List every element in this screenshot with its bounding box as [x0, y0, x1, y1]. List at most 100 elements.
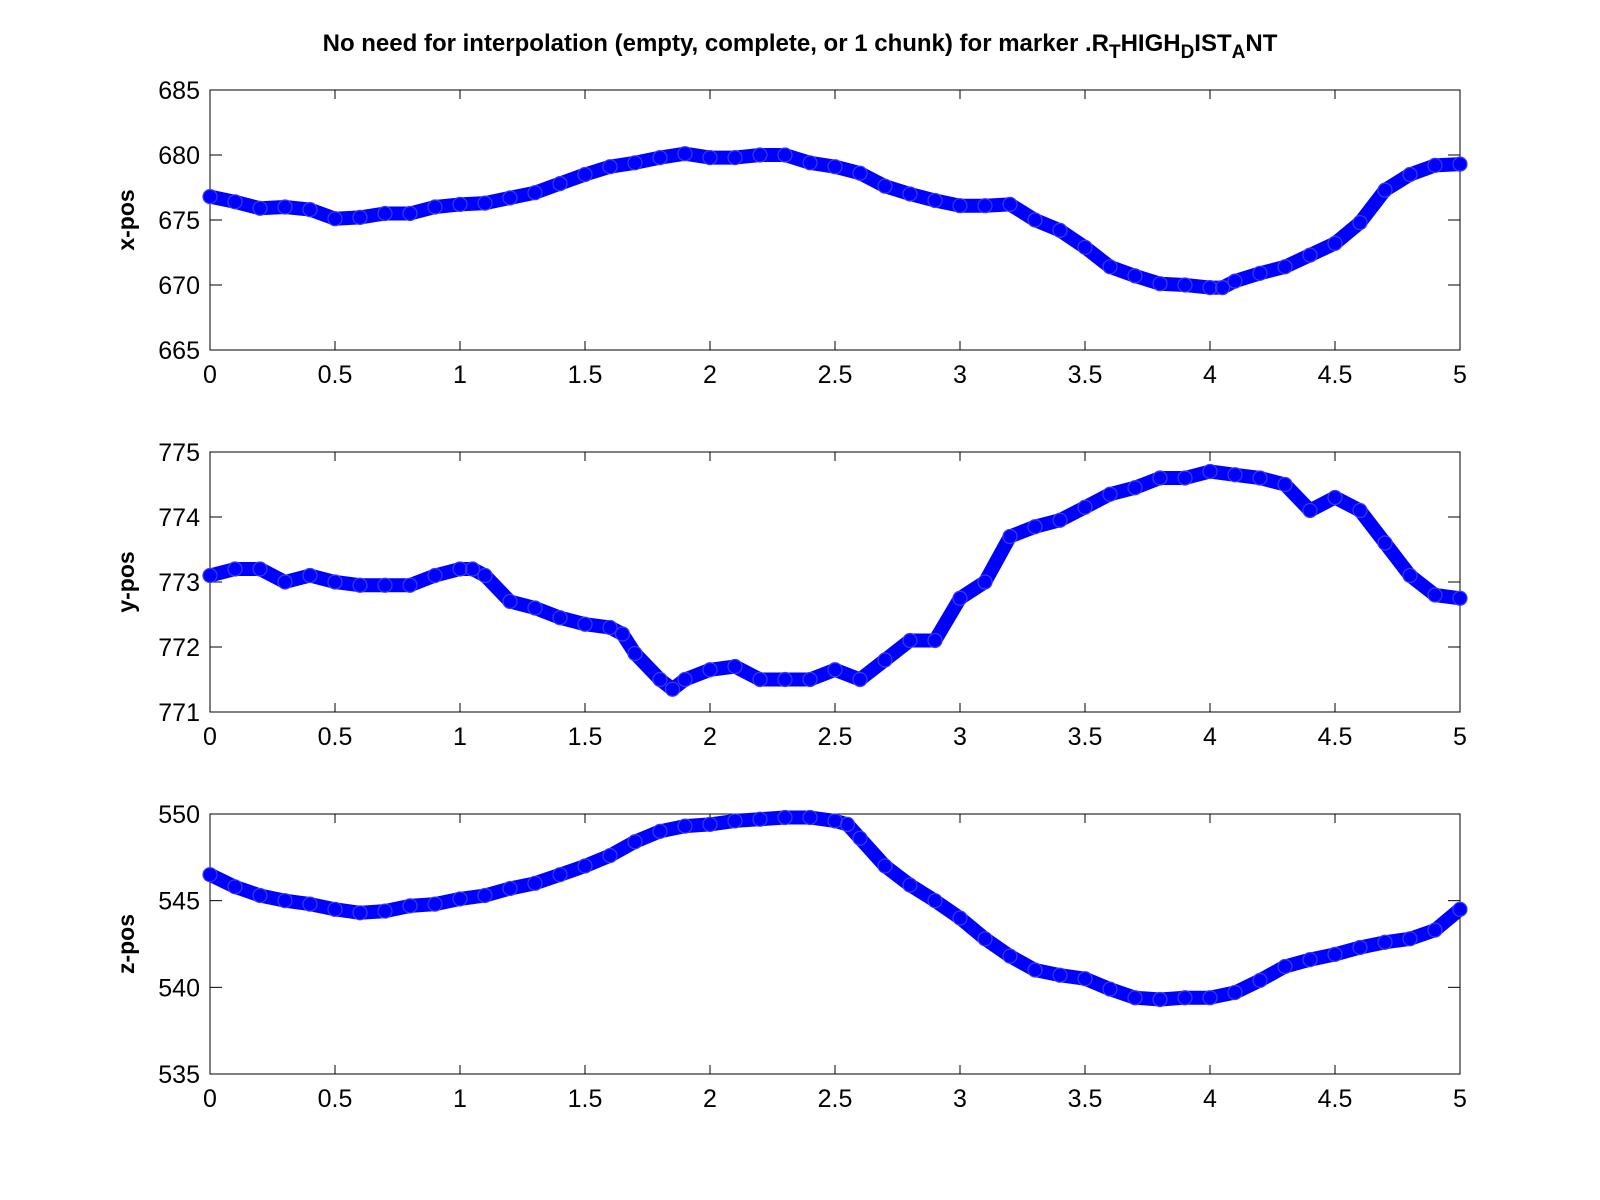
data-point	[1227, 984, 1243, 1001]
data-point	[1252, 470, 1268, 486]
x-tick-label: 3.5	[1068, 361, 1103, 389]
data-point	[1027, 212, 1043, 228]
title-subscript: D	[1180, 42, 1195, 63]
subplot-x-pos: 0 0.5 1 1.5 2 2.5 3 3.5 4 4.5 5 665 670 675 680 685 x-po…	[113, 77, 1468, 389]
data-point	[1002, 528, 1018, 545]
data-point	[877, 178, 893, 194]
data-point	[627, 155, 643, 171]
data-point	[327, 211, 343, 227]
data-point	[1427, 587, 1443, 603]
data-point	[1377, 934, 1393, 950]
x-tick-label: 3.5	[1068, 723, 1103, 751]
data-point	[1177, 277, 1193, 293]
data-point	[502, 593, 518, 610]
data-point	[952, 910, 968, 926]
data-point	[702, 150, 718, 166]
data-point	[227, 879, 243, 895]
y-tick-label: 774	[158, 504, 200, 532]
data-point	[402, 205, 418, 222]
data-point	[227, 194, 243, 210]
x-tick-label: 1	[453, 723, 467, 751]
data-point	[277, 199, 293, 215]
data-point	[802, 155, 818, 171]
data-point	[1127, 990, 1143, 1006]
data-point	[227, 561, 243, 577]
y-tick-label: 670	[158, 272, 200, 300]
data-point	[1152, 276, 1168, 292]
data-point	[1102, 259, 1118, 275]
data-point	[452, 561, 468, 577]
x-tick-label: 1	[453, 1085, 467, 1113]
data-point	[1002, 948, 1018, 964]
data-point	[777, 147, 793, 163]
x-tick-label: 3.5	[1068, 1085, 1103, 1113]
data-point	[752, 671, 768, 688]
title-text: No need for interpolation (empty, comple…	[322, 30, 1109, 57]
data-point	[1052, 967, 1068, 983]
series-band	[203, 464, 1467, 697]
data-point	[577, 616, 593, 632]
data-point	[827, 159, 843, 175]
x-tick-label: 1.5	[568, 1085, 603, 1113]
data-point	[727, 150, 743, 166]
data-point	[1152, 470, 1168, 486]
data-point	[1077, 971, 1093, 987]
data-point	[1027, 962, 1043, 978]
data-point	[327, 574, 343, 590]
data-point	[927, 192, 943, 209]
y-tick-label: 545	[158, 888, 200, 916]
y-tick-label: 773	[158, 569, 200, 597]
data-point	[1077, 499, 1093, 515]
data-point	[377, 903, 393, 919]
data-point	[527, 875, 543, 891]
data-point	[452, 196, 468, 212]
data-point	[1327, 946, 1343, 963]
data-point	[652, 671, 668, 688]
data-point	[1227, 467, 1243, 483]
data-point	[1302, 247, 1318, 263]
data-point	[677, 818, 693, 834]
x-tick-label: 2.5	[818, 361, 853, 389]
data-point	[464, 561, 481, 577]
x-tick-label: 0	[203, 1085, 217, 1113]
title-text: NT	[1245, 30, 1278, 57]
data-point	[1402, 166, 1418, 183]
y-tick-label: 675	[158, 207, 200, 235]
x-tick-label: 4.5	[1318, 1085, 1353, 1113]
data-point	[677, 671, 693, 688]
data-point	[427, 896, 443, 912]
data-point	[852, 830, 868, 846]
chart-title: No need for interpolation (empty, comple…	[0, 30, 1600, 64]
data-point	[1452, 590, 1468, 606]
data-point	[977, 574, 993, 590]
data-point	[727, 813, 743, 829]
data-point	[1402, 931, 1418, 947]
y-tick-label: 775	[158, 439, 200, 467]
data-point	[1277, 476, 1293, 493]
data-point	[877, 652, 893, 668]
data-point	[477, 567, 493, 584]
subplot-z-pos: 0 0.5 1 1.5 2 2.5 3 3.5 4 4.5 5 535 540 545 550 z-pos	[113, 801, 1468, 1113]
y-tick-label: 665	[158, 337, 200, 365]
data-point	[377, 205, 393, 222]
data-point	[977, 931, 993, 947]
x-tick-label: 1.5	[568, 361, 603, 389]
data-point	[402, 898, 418, 914]
x-tick-label: 2.5	[818, 723, 853, 751]
y-tick-label: 772	[158, 634, 200, 662]
data-point	[827, 662, 843, 678]
data-point	[777, 809, 793, 826]
data-point	[1102, 486, 1118, 502]
data-point	[702, 662, 718, 678]
data-point	[1377, 182, 1393, 198]
x-tick-label: 0	[203, 723, 217, 751]
y-tick-label: 771	[158, 699, 200, 727]
axes-box	[209, 813, 1461, 1075]
data-point	[352, 905, 368, 921]
data-point	[702, 816, 718, 833]
y-axis-label: z-pos	[113, 914, 139, 974]
data-point	[327, 901, 343, 917]
data-point	[602, 159, 618, 175]
data-point	[1202, 990, 1218, 1006]
x-tick-label: 1	[453, 361, 467, 389]
